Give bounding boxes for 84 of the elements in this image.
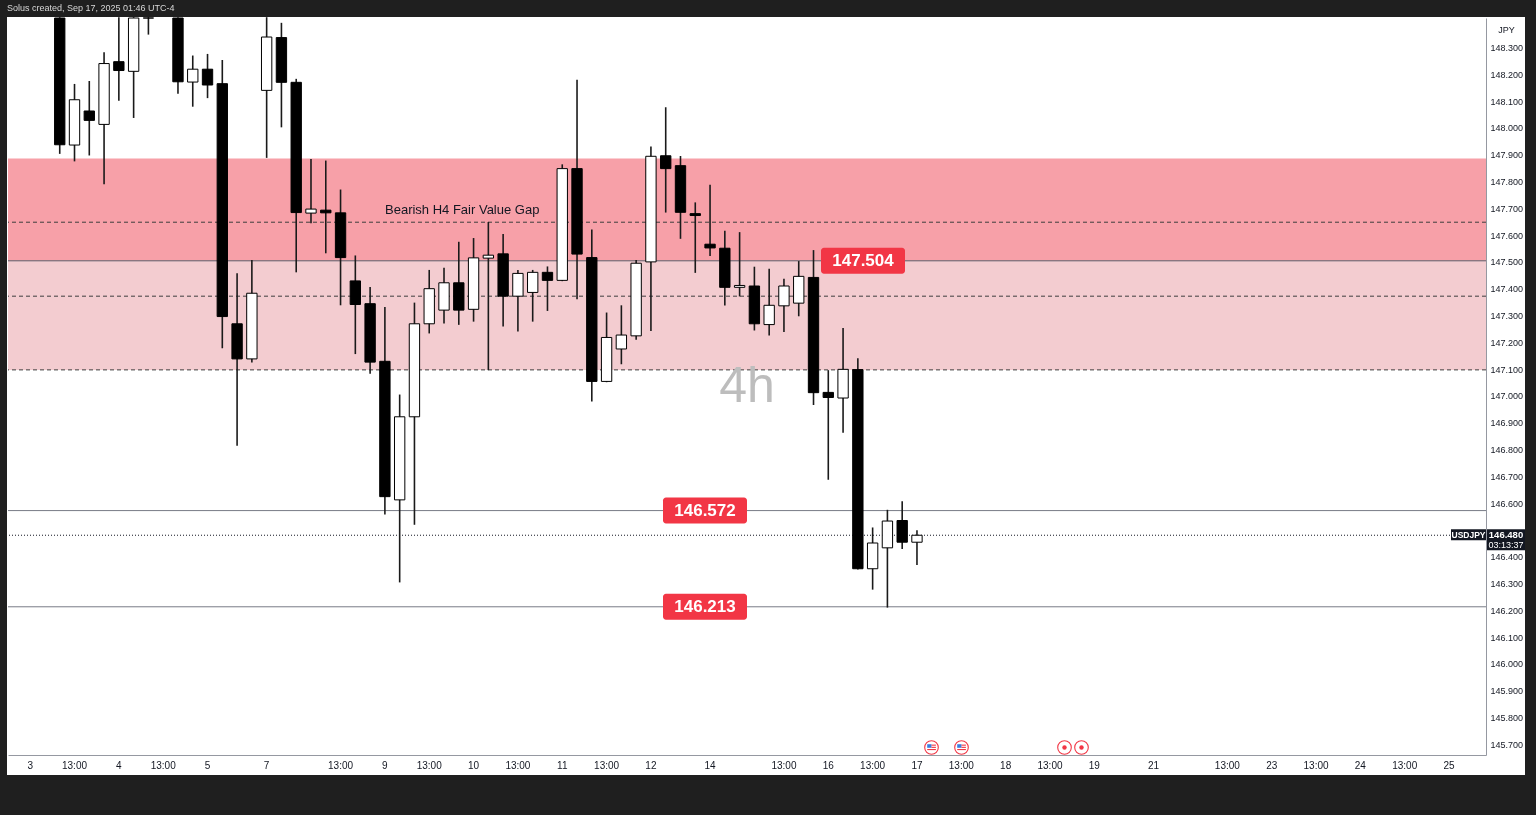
x-tick-label: 13:00 [860,759,886,771]
candlestick [660,107,672,213]
x-tick-label: 23 [1266,759,1278,771]
candlestick [349,255,361,355]
annotation: 4h [719,356,775,413]
x-tick-label: 13:00 [1303,759,1329,771]
y-tick-label: 146.200 [1490,605,1524,616]
y-tick-label: 147.100 [1490,364,1524,375]
candlestick [305,158,317,224]
annotation: USDJPY [1451,530,1486,541]
candlestick [83,80,95,156]
candlestick [822,370,834,480]
x-tick-label: 11 [557,759,568,771]
x-tick-label: 17 [911,759,923,771]
x-tick-label: 7 [263,759,270,771]
candlestick [201,53,214,99]
y-tick-label: 148.000 [1490,123,1524,134]
y-tick-label: 147.300 [1490,310,1524,321]
candlestick [113,17,125,101]
candlestick [615,305,628,365]
y-tick-label: 146.300 [1490,578,1524,589]
ref-line-label: 146.480 [1488,529,1524,541]
candlestick [763,268,775,336]
candlestick [733,232,746,297]
x-tick-label: 19 [1088,759,1101,771]
text: 03:13:37 [1488,540,1524,551]
y-tick-label: 147.000 [1490,391,1524,402]
ref-line-label: 146.572 [674,500,736,520]
x-tick-label: 13:00 [328,759,354,771]
x-tick-label: 4 [116,759,123,771]
y-tick-label: 148.100 [1490,96,1524,107]
candlestick [778,278,790,333]
y-tick-label: 147.500 [1490,257,1524,268]
candlestick [527,269,539,322]
y-tick-label: 146.100 [1490,632,1524,643]
y-tick-label: 147.600 [1490,230,1524,241]
text: Solus created, Sep 17, 2025 01:46 UTC-4 [7,3,175,14]
y-tick-label: 146.900 [1490,418,1524,429]
y-tick-label: 147.800 [1490,176,1524,187]
x-tick-label: 16 [822,759,835,771]
candlestick [512,269,524,332]
x-tick-label: 21 [1147,759,1160,771]
y-tick-label: 146.700 [1490,471,1524,482]
y-tick-label: 147.200 [1490,337,1524,348]
band-label: Bearish H4 Fair Value Gap [385,201,540,217]
x-tick-label: 13:00 [61,759,88,771]
candlestick [482,221,495,371]
x-tick-label: 13:00 [771,759,797,771]
y-tick-label: 148.300 [1490,42,1524,53]
y-tick-label: 146.400 [1490,552,1524,563]
x-tick-label: 12 [645,759,657,771]
candlestick [704,184,716,256]
y-tick-label: 147.700 [1490,203,1524,214]
y-tick-label: 145.900 [1490,686,1524,697]
x-tick-label: 18 [1000,759,1012,771]
y-tick-label: 146.600 [1490,498,1524,509]
x-tick-label: 13:00 [1392,759,1418,771]
x-tick-label: 24 [1354,759,1367,771]
y-tick-label: 147.900 [1490,150,1524,161]
x-tick-label: 13:00 [505,759,531,771]
x-tick-label: 13:00 [948,759,975,771]
x-tick-label: 13:00 [594,759,620,771]
y-tick-label: 145.700 [1490,739,1524,750]
y-tick-label: 148.200 [1490,69,1524,80]
candlestick [541,266,554,311]
y-tick-label: 145.800 [1490,712,1524,723]
x-tick-label: 25 [1443,759,1456,771]
x-tick-label: 13:00 [150,759,177,771]
ref-line-label: 146.213 [674,596,736,616]
x-tick-label: 13:00 [1037,759,1063,771]
candlestick [689,202,701,273]
y-tick-label: 146.800 [1490,444,1524,455]
x-tick-label: 13:00 [416,759,443,771]
candlestick [187,55,199,107]
x-tick-label: 10 [468,759,480,771]
y-tick-label: 147.400 [1490,284,1524,295]
x-tick-label: 9 [382,759,389,771]
y-tick-label: 146.000 [1490,659,1524,670]
x-tick-label: 13:00 [1214,759,1241,771]
x-tick-label: 3 [27,759,34,771]
y-axis-title: JPY [1498,24,1515,35]
x-tick-label: 14 [704,759,717,771]
x-tick-label: 5 [204,759,211,771]
ref-line-label: 147.504 [832,250,895,270]
